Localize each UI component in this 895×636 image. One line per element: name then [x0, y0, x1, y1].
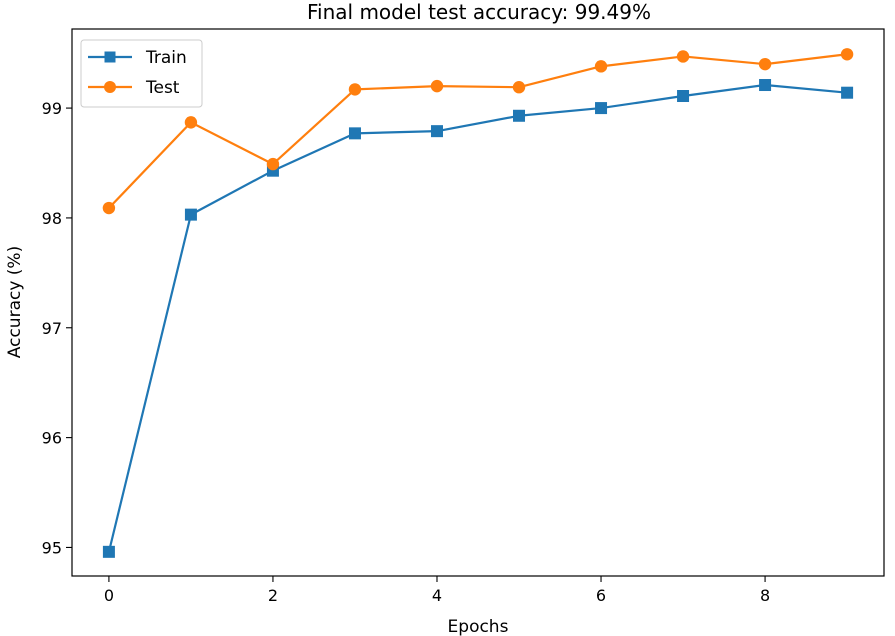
plot-area: [102, 48, 854, 558]
series-train-point: [513, 109, 526, 122]
series-test-point: [594, 60, 608, 73]
series-test-point: [758, 57, 772, 71]
y-tick-label: 99: [42, 99, 62, 118]
x-axis: 0 2 4 6 8: [104, 576, 770, 605]
series-train-point: [348, 127, 361, 140]
y-axis: 95 96 97 98 99: [42, 99, 72, 557]
series-test-point: [266, 157, 280, 171]
y-tick-label: 97: [42, 319, 62, 338]
x-tick-label: 0: [104, 586, 114, 605]
series-test-line: [108, 53, 848, 209]
series-train-point: [102, 545, 115, 558]
series-test-point: [102, 201, 116, 215]
legend-test-label: Test: [145, 78, 180, 98]
x-axis-label: Epochs: [448, 617, 509, 636]
y-tick-label: 95: [42, 538, 62, 557]
series-train-point: [184, 208, 197, 221]
y-tick-label: 96: [42, 429, 62, 448]
chart-title: Final model test accuracy: 99.49%: [307, 0, 651, 24]
series-train-point: [759, 79, 772, 92]
legend-train-label: Train: [145, 48, 187, 68]
series-test-point: [512, 81, 526, 94]
x-tick-label: 6: [596, 586, 606, 605]
series-train-line: [107, 83, 848, 553]
series-train-point: [677, 90, 690, 103]
legend-train-marker: [104, 51, 116, 63]
series-train-point: [430, 125, 443, 138]
y-tick-label: 98: [42, 209, 62, 228]
y-axis-label: Accuracy (%): [5, 246, 25, 358]
series-test-point: [430, 79, 444, 93]
legend-test-marker: [104, 81, 116, 93]
x-tick-label: 2: [268, 586, 278, 605]
series-test-point: [348, 83, 362, 96]
series-train-point: [841, 86, 854, 99]
x-tick-label: 4: [432, 586, 442, 605]
series-test-point: [184, 116, 198, 129]
series-train-point: [595, 102, 608, 115]
x-tick-label: 8: [760, 586, 770, 605]
plot-frame: [71, 28, 885, 577]
series-test-point: [676, 50, 690, 63]
series-test-point: [840, 48, 854, 61]
legend: Train Test: [80, 39, 203, 108]
